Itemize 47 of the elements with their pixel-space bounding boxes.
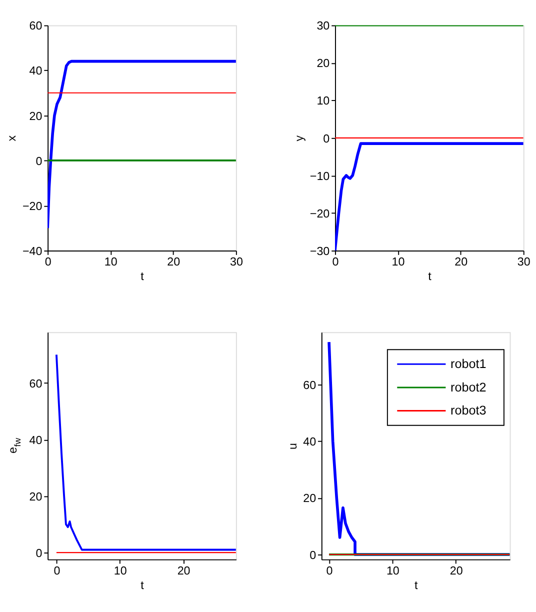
y-axis-title: x	[6, 135, 19, 142]
x-tick-label: 30	[230, 256, 244, 269]
x-tick-label: 10	[386, 564, 400, 578]
y-tick-label: 10	[316, 94, 330, 108]
y-tick-label: 20	[316, 57, 330, 70]
x-tick-label: 20	[177, 564, 191, 578]
y-tick-label: 20	[29, 110, 43, 123]
x-tick-label: 10	[104, 256, 118, 269]
y-tick-label: −30	[310, 244, 330, 258]
y-axis-title: u	[286, 442, 300, 450]
x-axis-title: t	[414, 578, 418, 592]
y-tick-label: 20	[303, 492, 317, 506]
y-tick-label: 40	[29, 64, 43, 78]
y-tick-label: 40	[29, 434, 43, 447]
y-axis-title: efw	[6, 437, 22, 454]
y-tick-label: −20	[22, 200, 43, 213]
y-tick-label: 0	[323, 132, 330, 146]
legend-label: robot2	[450, 380, 486, 394]
x-tick-label: 20	[450, 564, 464, 578]
y-tick-label: 30	[316, 20, 330, 33]
y-tick-label: 60	[29, 20, 43, 33]
x-axis-title: t	[428, 270, 432, 284]
line-series	[55, 354, 236, 551]
x-tick-label: 0	[44, 256, 52, 269]
y-tick-label: 60	[303, 378, 317, 392]
y-tick-label: 60	[29, 377, 43, 390]
line-series	[48, 60, 236, 230]
x-tick-label: 30	[517, 256, 531, 269]
y-tick-label: −40	[22, 244, 43, 258]
x-axis-title: t	[140, 578, 145, 592]
x-axis-title: t	[140, 270, 145, 284]
x-tick-label: 10	[114, 564, 128, 578]
x-tick-label: 20	[454, 256, 468, 269]
x-tick-label: 20	[167, 256, 181, 269]
y-tick-label: 0	[36, 154, 43, 168]
legend-label: robot1	[450, 357, 486, 372]
y-tick-label: −10	[310, 170, 330, 183]
y-tick-label: 0	[310, 548, 317, 562]
legend-label: robot3	[450, 404, 486, 418]
x-tick-label: 0	[332, 256, 340, 269]
y-tick-label: 0	[36, 546, 43, 560]
y-axis-title: y	[293, 135, 306, 142]
x-tick-label: 10	[392, 256, 406, 269]
x-tick-label: 0	[54, 564, 61, 578]
y-tick-label: 40	[303, 436, 317, 449]
y-tick-label: −20	[310, 207, 330, 220]
y-tick-label: 20	[29, 490, 43, 504]
